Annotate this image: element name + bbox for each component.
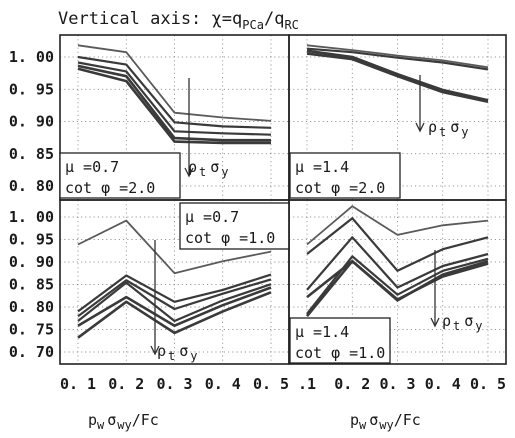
panel-bottom-left: 1. 00 0. 95 0. 90 0. 85 0. 80 0. 75 0. 70 0. 1 0…	[9, 199, 290, 393]
arrow-head-icon	[150, 345, 160, 356]
x-tick-label: 0. 4	[425, 375, 461, 393]
y-tick-label: 0. 80	[9, 177, 54, 195]
annotation-box	[179, 202, 290, 250]
y-tick-label: 1. 00	[9, 48, 54, 66]
panel-top-right: ρ t σ y μ =1.4 cot φ =2.0	[288, 34, 507, 201]
y-tick-label: 0. 85	[9, 276, 54, 294]
panel-bottom-right: .1 0. 2 0. 3 0. 4 0. 5 ρ t σ y μ =1.4 cot φ =1.0	[288, 199, 507, 393]
series-line	[306, 44, 489, 69]
annotation-cot-phi: cot φ =1.0	[295, 344, 385, 362]
arrow-head-icon	[184, 167, 194, 178]
series-line	[77, 55, 272, 129]
series-line	[306, 217, 489, 272]
x-tick-label: 0. 2	[108, 375, 144, 393]
x-tick-label: 0. 4	[205, 375, 241, 393]
series-line	[306, 259, 489, 301]
annotation-cot-phi: cot φ =2.0	[65, 179, 155, 197]
x-tick-label: 0. 3	[379, 375, 415, 393]
arrow-head-icon	[415, 122, 425, 133]
x-axis-label-right: pw σwy/Fc	[350, 411, 421, 432]
series-line	[306, 205, 489, 246]
series-line	[77, 273, 272, 313]
y-tick-label: 0. 90	[9, 113, 54, 131]
series-line	[306, 52, 489, 103]
y-tick-label: 0. 95	[9, 80, 54, 98]
panel-top-left: 1. 00 0. 95 0. 90 0. 85 0. 80 ρ t σ y μ =0.7 cot φ…	[9, 34, 290, 201]
annotation-mu: μ =0.7	[185, 208, 239, 226]
series-line	[77, 219, 272, 275]
annotation-mu: μ =1.4	[295, 158, 349, 176]
x-tick-label: 0. 1	[60, 375, 96, 393]
x-tick-label: .1	[298, 375, 316, 393]
y-tick-label: 0. 70	[9, 343, 54, 361]
series-line	[77, 281, 272, 323]
y-tick-label: 0. 95	[9, 231, 54, 249]
annotation-mu: μ =1.4	[295, 323, 349, 341]
y-tick-label: 0. 90	[9, 253, 54, 271]
plot-frame	[288, 199, 507, 365]
annotation-cot-phi: cot φ =1.0	[185, 229, 275, 247]
series-line	[306, 236, 489, 291]
annotation-mu: μ =0.7	[65, 158, 119, 176]
y-tick-label: 0. 80	[9, 298, 54, 316]
x-tick-label: 0. 2	[334, 375, 370, 393]
series-line	[77, 67, 271, 145]
series-line	[77, 278, 272, 318]
y-tick-label: 0. 85	[9, 145, 54, 163]
annotation-box	[289, 152, 401, 199]
annotation-cot-phi: cot φ =2.0	[295, 179, 385, 197]
x-tick-label: 0. 5	[253, 375, 289, 393]
y-tick-label: 1. 00	[9, 208, 54, 226]
series-line	[306, 255, 489, 315]
annotation-box	[289, 317, 391, 364]
series-line	[77, 291, 272, 339]
series-line	[77, 64, 271, 142]
series-line	[77, 286, 272, 328]
series-line	[306, 47, 489, 71]
x-axis-label-left: pw σwy/Fc	[88, 411, 159, 432]
annotation-box	[59, 152, 181, 199]
arrow-head-icon	[430, 317, 440, 328]
chart-title: Vertical axis: χ=qPCa/qRC	[58, 9, 299, 32]
y-tick-label: 0. 75	[9, 321, 54, 339]
series-line	[77, 44, 272, 122]
x-tick-label: 0. 5	[470, 375, 506, 393]
x-tick-label: 0. 3	[156, 375, 192, 393]
series-line	[306, 49, 489, 102]
series-line	[77, 61, 272, 136]
